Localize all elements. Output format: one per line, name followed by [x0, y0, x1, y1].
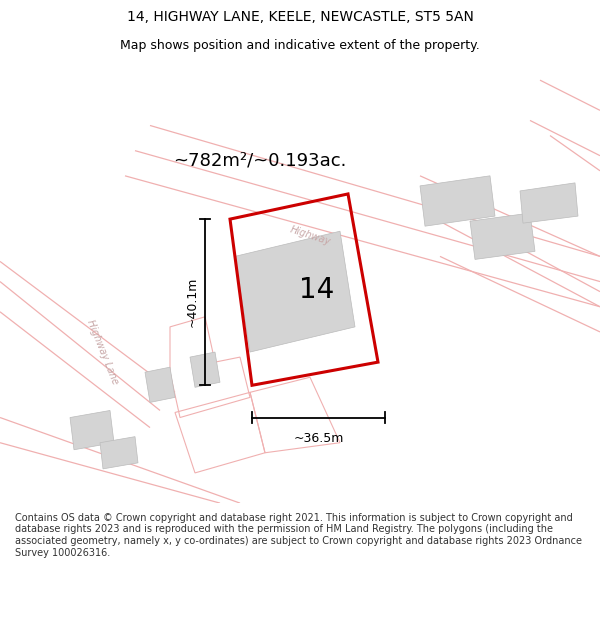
- Text: ~36.5m: ~36.5m: [293, 432, 344, 444]
- Polygon shape: [100, 437, 138, 469]
- Text: ~782m²/~0.193ac.: ~782m²/~0.193ac.: [173, 152, 347, 170]
- Polygon shape: [235, 231, 355, 352]
- Polygon shape: [470, 213, 535, 259]
- Text: Contains OS data © Crown copyright and database right 2021. This information is : Contains OS data © Crown copyright and d…: [15, 513, 582, 558]
- Polygon shape: [70, 411, 114, 450]
- Polygon shape: [145, 367, 175, 402]
- Text: 14: 14: [299, 276, 335, 304]
- Polygon shape: [190, 352, 220, 388]
- Polygon shape: [520, 183, 578, 223]
- Text: Map shows position and indicative extent of the property.: Map shows position and indicative extent…: [120, 39, 480, 51]
- Polygon shape: [420, 176, 495, 226]
- Text: Highway Lane: Highway Lane: [85, 318, 121, 386]
- Text: 14, HIGHWAY LANE, KEELE, NEWCASTLE, ST5 5AN: 14, HIGHWAY LANE, KEELE, NEWCASTLE, ST5 …: [127, 10, 473, 24]
- Text: Highway: Highway: [289, 225, 332, 248]
- Text: ~40.1m: ~40.1m: [185, 277, 199, 328]
